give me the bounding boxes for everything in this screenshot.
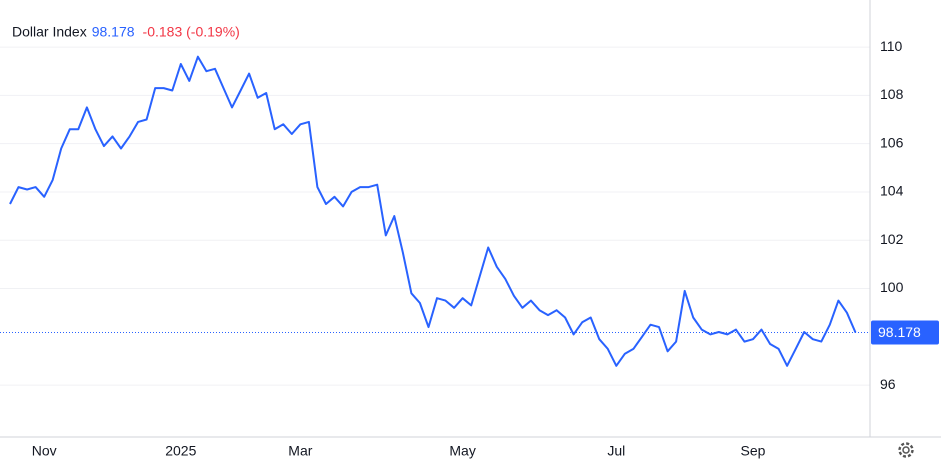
chart-title: Dollar Index [12,24,87,40]
y-tick-label: 96 [880,376,896,392]
last-price-tag [871,320,939,345]
grid [0,46,870,386]
y-tick-label: 110 [880,38,903,54]
price-change: -0.183 (-0.19%) [143,24,240,40]
y-tick-label: 104 [880,183,904,199]
x-tick-label: May [449,443,475,459]
last-price: 98.178 [92,24,135,40]
x-tick-label: Jul [607,443,625,459]
price-line [9,55,857,367]
y-tick-label: 108 [880,86,904,102]
y-tick-label: 100 [880,279,904,295]
x-axis-band [0,438,941,470]
settings-icon[interactable] [898,442,914,458]
y-tick-label: 102 [880,231,904,247]
x-tick-label: Mar [288,443,312,459]
x-tick-label: 2025 [165,443,196,459]
last-price-tag-label: 98.178 [878,324,921,340]
x-tick-label: Sep [741,443,766,459]
y-tick-label: 106 [880,134,904,150]
x-tick-label: Nov [32,443,57,459]
